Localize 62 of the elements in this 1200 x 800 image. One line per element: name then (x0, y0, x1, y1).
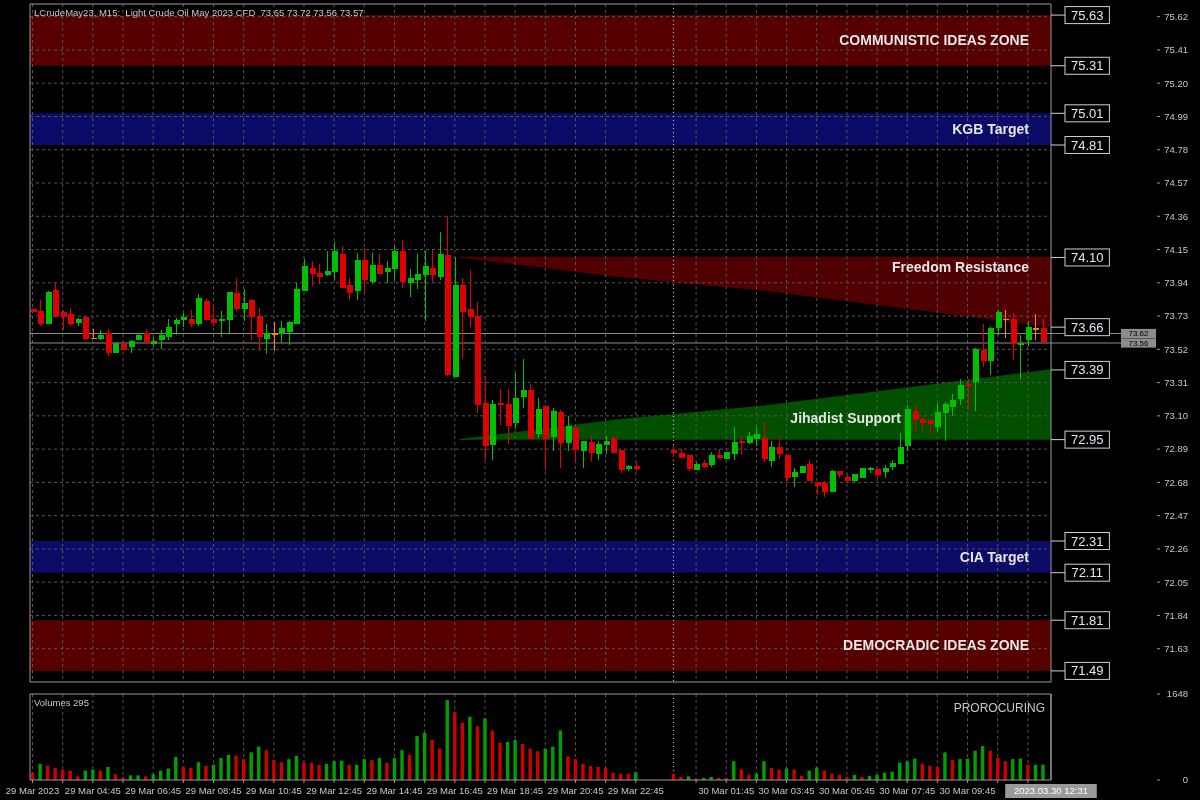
text: 75.63 (1070, 7, 1104, 23)
x-tick-label: 30 Mar 01:45 (698, 785, 755, 797)
y-tick-label: 75.20 (1164, 77, 1188, 89)
x-tick-label: 29 Mar 06:45 (125, 785, 182, 797)
ref-line-label: 2023.03.30 12:31 (1014, 785, 1088, 797)
y-tick-label: 72.05 (1164, 576, 1188, 588)
x-tick-label: 29 Mar 22:45 (607, 785, 664, 797)
ref-line-label: 73.56 (1128, 338, 1150, 348)
text: 73.66 (1070, 319, 1104, 335)
x-tick-label: 29 Mar 08:45 (185, 785, 242, 797)
y-tick-label: 74.78 (1164, 144, 1188, 156)
band-label: DEMOCRADIC IDEAS ZONE (843, 637, 1029, 654)
y-tick-label: 74.36 (1164, 210, 1188, 222)
y-tick-label: 74.15 (1164, 243, 1188, 255)
text: 75.31 (1070, 58, 1104, 74)
text: 73.39 (1070, 362, 1104, 378)
y-tick-label: 75.41 (1164, 44, 1188, 56)
band-label: KGB Target (952, 121, 1030, 138)
y-tick-label: 72.68 (1164, 476, 1188, 488)
x-tick-label: 30 Mar 05:45 (818, 785, 875, 797)
y-tick-label: 72.89 (1164, 443, 1188, 455)
ref-line-label: 73.62 (1128, 329, 1150, 339)
x-tick-label: 30 Mar 03:45 (758, 785, 815, 797)
band-label: CIA Target (959, 548, 1030, 565)
x-tick-label: 29 Mar 2023 (5, 785, 60, 797)
series-label: Jihadist Support (790, 410, 902, 427)
text: 72.31 (1070, 533, 1104, 549)
y-tick-label: 72.26 (1164, 543, 1188, 555)
x-tick-label: 29 Mar 12:45 (306, 785, 363, 797)
x-tick-label: 29 Mar 18:45 (487, 785, 544, 797)
y-tick-label: 1648 (1166, 688, 1188, 700)
text: 74.10 (1070, 250, 1104, 266)
chart-title: LCrudeMay23, M15: Light Crude Oil May 2023 CFD 73.65 73.72 73.56 73.57 (34, 7, 364, 19)
x-tick-label: 29 Mar 04:45 (64, 785, 121, 797)
y-tick-label: 73.94 (1164, 277, 1188, 289)
y-tick-label: 71.63 (1164, 643, 1188, 655)
y-tick-label: 74.57 (1164, 177, 1188, 189)
y-tick-label: 73.31 (1164, 376, 1188, 388)
band-label: COMMUNISTIC IDEAS ZONE (839, 32, 1029, 49)
annotation: PROROCURING (953, 701, 1045, 716)
y-tick-label: 72.47 (1164, 509, 1188, 521)
text: 72.11 (1071, 565, 1103, 581)
x-tick-label: 29 Mar 20:45 (547, 785, 604, 797)
y-tick-label: 0 (1182, 774, 1188, 786)
y-tick-label: 73.10 (1164, 410, 1188, 422)
y-tick-label: 73.52 (1164, 343, 1188, 355)
y-tick-label: 75.62 (1164, 11, 1188, 22)
y-tick-label: 71.84 (1164, 609, 1188, 621)
text: 71.49 (1070, 663, 1104, 679)
series-label: Freedom Resistance (892, 259, 1030, 276)
text: 71.81 (1070, 612, 1104, 628)
x-tick-label: 29 Mar 16:45 (426, 785, 483, 797)
x-tick-label: 29 Mar 14:45 (366, 785, 423, 797)
text: 74.81 (1070, 137, 1104, 153)
text: 72.95 (1070, 432, 1104, 448)
y-tick-label: 73.73 (1164, 310, 1188, 322)
x-tick-label: 29 Mar 10:45 (245, 785, 302, 797)
y-tick-label: 74.99 (1164, 110, 1188, 122)
chart-title: Volumes 295 (34, 697, 89, 709)
text: 75.01 (1070, 105, 1104, 121)
x-tick-label: 30 Mar 09:45 (939, 785, 996, 797)
x-tick-label: 30 Mar 07:45 (879, 785, 936, 797)
